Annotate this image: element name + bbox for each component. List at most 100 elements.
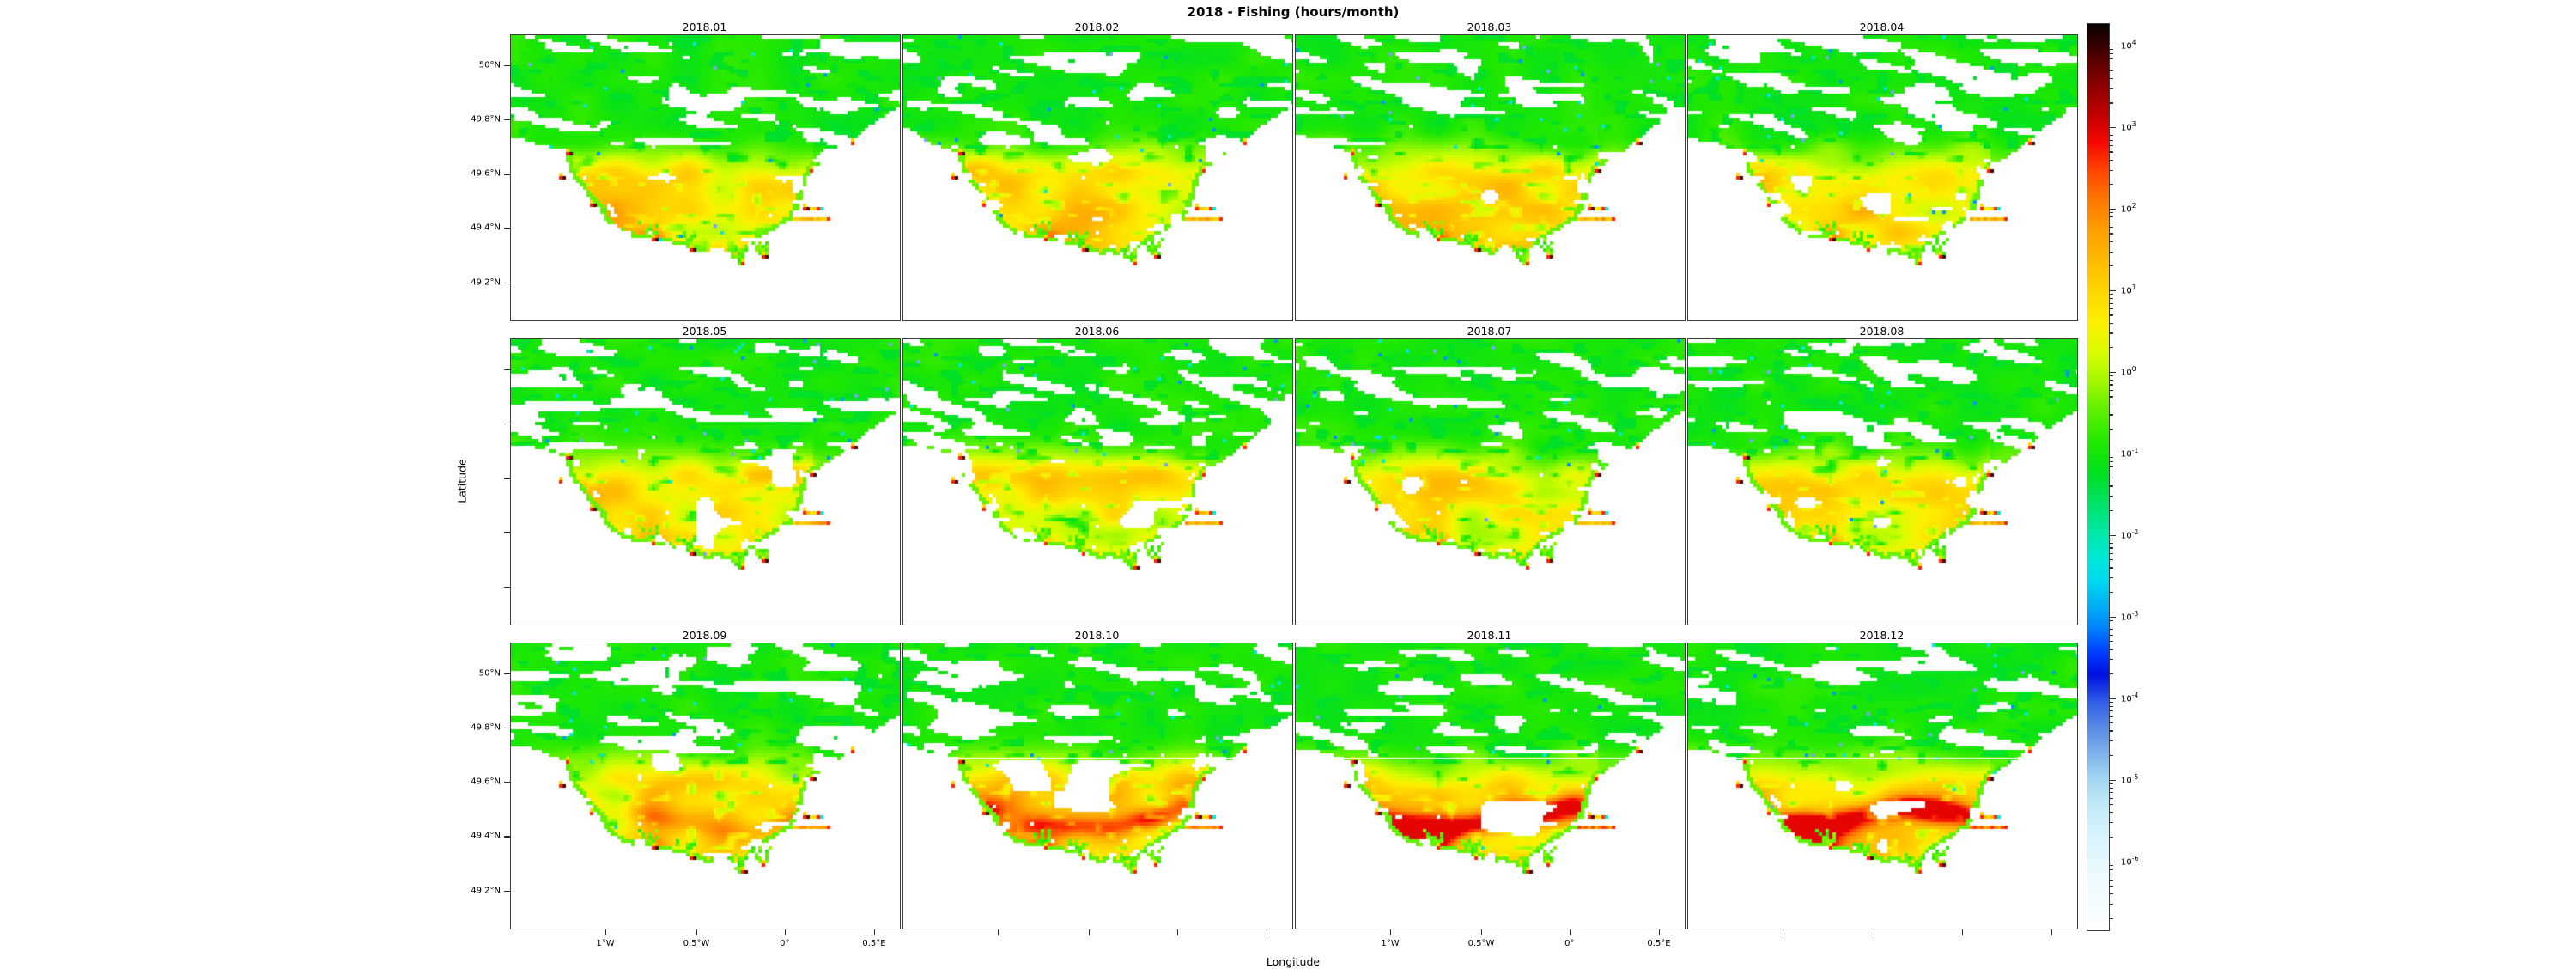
panel-2018.06 (902, 338, 1293, 625)
colorbar-minor-tick (2109, 629, 2113, 631)
colorbar-major-tick (2109, 371, 2116, 374)
y-axis-label: Latitude (455, 459, 469, 503)
colorbar-minor-tick (2109, 783, 2113, 785)
subplot-title-2018.06: 2018.06 (1074, 325, 1120, 338)
heatmap-2018.12 (1688, 643, 2077, 929)
panel-2018.10 (902, 643, 1293, 929)
colorbar-minor-tick (2109, 251, 2113, 253)
colorbar-minor-tick (2109, 812, 2113, 814)
colorbar-minor-tick (2109, 216, 2113, 218)
heatmap-2018.03 (1296, 35, 1685, 320)
colorbar-minor-tick (2109, 730, 2113, 732)
colorbar-minor-tick (2109, 510, 2113, 512)
colorbar-minor-tick (2109, 159, 2113, 161)
colorbar-minor-tick (2109, 302, 2113, 304)
y-tick-label: 49.2°N (471, 277, 501, 288)
x-tick-mark (1088, 929, 1091, 935)
colorbar-minor-tick (2109, 673, 2113, 675)
x-tick-mark (1961, 929, 1964, 935)
x-tick-mark (1389, 929, 1392, 935)
colorbar-minor-tick (2109, 754, 2113, 757)
colorbar (2087, 23, 2110, 931)
colorbar-minor-tick (2109, 904, 2113, 905)
panel-2018.08 (1687, 338, 2078, 625)
colorbar-minor-tick (2109, 740, 2113, 742)
panel-2018.09 (510, 643, 901, 929)
colorbar-minor-tick (2109, 233, 2113, 235)
colorbar-minor-tick (2109, 792, 2113, 794)
colorbar-minor-tick (2109, 314, 2113, 316)
colorbar-minor-tick (2109, 77, 2113, 79)
y-tick-label: 49.6°N (471, 168, 501, 179)
heatmap-2018.09 (511, 643, 900, 929)
subplot-title-2018.04: 2018.04 (1859, 21, 1905, 34)
heatmap-2018.06 (903, 339, 1292, 625)
colorbar-minor-tick (2109, 917, 2113, 919)
colorbar-minor-tick (2109, 577, 2113, 579)
colorbar-minor-tick (2109, 139, 2113, 141)
colorbar-minor-tick (2109, 88, 2113, 89)
y-tick-label: 49.4°N (471, 831, 501, 841)
colorbar-minor-tick (2109, 396, 2113, 398)
x-tick-mark (874, 929, 876, 935)
colorbar-major-tick (2109, 780, 2116, 782)
subplot-title-2018.01: 2018.01 (682, 21, 727, 34)
colorbar-tick-label: 10-2 (2121, 528, 2139, 541)
x-tick-label: 1°W (1381, 939, 1400, 948)
subplot-title-2018.08: 2018.08 (1859, 325, 1905, 338)
panel-2018.03 (1295, 34, 1686, 321)
y-tick-label: 50°N (478, 60, 501, 70)
colorbar-tick-label: 101 (2121, 283, 2136, 296)
colorbar-minor-tick (2109, 308, 2113, 310)
y-tick-mark (504, 119, 510, 121)
x-tick-mark (784, 929, 787, 935)
x-axis-label: Longitude (1266, 955, 1321, 968)
y-tick-label: 50°N (478, 668, 501, 679)
colorbar-minor-tick (2109, 384, 2113, 386)
colorbar-minor-tick (2109, 429, 2113, 430)
colorbar-minor-tick (2109, 414, 2113, 416)
colorbar-minor-tick (2109, 496, 2113, 497)
colorbar-minor-tick (2109, 619, 2113, 622)
colorbar-minor-tick (2109, 634, 2113, 636)
colorbar-minor-tick (2109, 864, 2113, 866)
colorbar-minor-tick (2109, 641, 2113, 643)
colorbar-minor-tick (2109, 70, 2113, 71)
y-tick-label: 49.8°N (471, 722, 501, 733)
colorbar-minor-tick (2109, 347, 2113, 349)
heatmap-2018.08 (1688, 339, 2077, 625)
colorbar-minor-tick (2109, 184, 2113, 186)
colorbar-minor-tick (2109, 241, 2113, 242)
colorbar-minor-tick (2109, 722, 2113, 724)
x-tick-mark (1480, 929, 1483, 935)
y-tick-mark (504, 228, 510, 229)
panel-2018.02 (902, 34, 1293, 321)
colorbar-major-tick (2109, 290, 2116, 292)
colorbar-minor-tick (2109, 886, 2113, 887)
colorbar-minor-tick (2109, 144, 2113, 147)
subplot-title-2018.03: 2018.03 (1467, 21, 1512, 34)
colorbar-tick-label: 10-4 (2121, 692, 2139, 704)
panel-2018.01 (510, 34, 901, 321)
colorbar-tick-label: 102 (2121, 202, 2136, 215)
colorbar-minor-tick (2109, 332, 2113, 334)
heatmap-2018.11 (1296, 643, 1685, 929)
panel-2018.04 (1687, 34, 2078, 321)
colorbar-minor-tick (2109, 868, 2113, 870)
colorbar-minor-tick (2109, 375, 2113, 377)
y-tick-mark (504, 836, 510, 838)
colorbar-minor-tick (2109, 135, 2113, 137)
colorbar-minor-tick (2109, 716, 2113, 717)
colorbar-tick-label: 100 (2121, 365, 2136, 378)
x-tick-label: 0° (780, 939, 790, 948)
x-tick-label: 0.5°E (862, 939, 886, 948)
colorbar-major-tick (2109, 127, 2116, 129)
x-tick-label: 0° (1564, 939, 1575, 948)
colorbar-minor-tick (2109, 836, 2113, 838)
x-tick-mark (1659, 929, 1661, 935)
colorbar-major-tick (2109, 698, 2116, 700)
colorbar-tick-label: 10-1 (2121, 447, 2139, 460)
y-tick-label: 49.8°N (471, 114, 501, 125)
colorbar-minor-tick (2109, 787, 2113, 789)
colorbar-minor-tick (2109, 485, 2113, 487)
